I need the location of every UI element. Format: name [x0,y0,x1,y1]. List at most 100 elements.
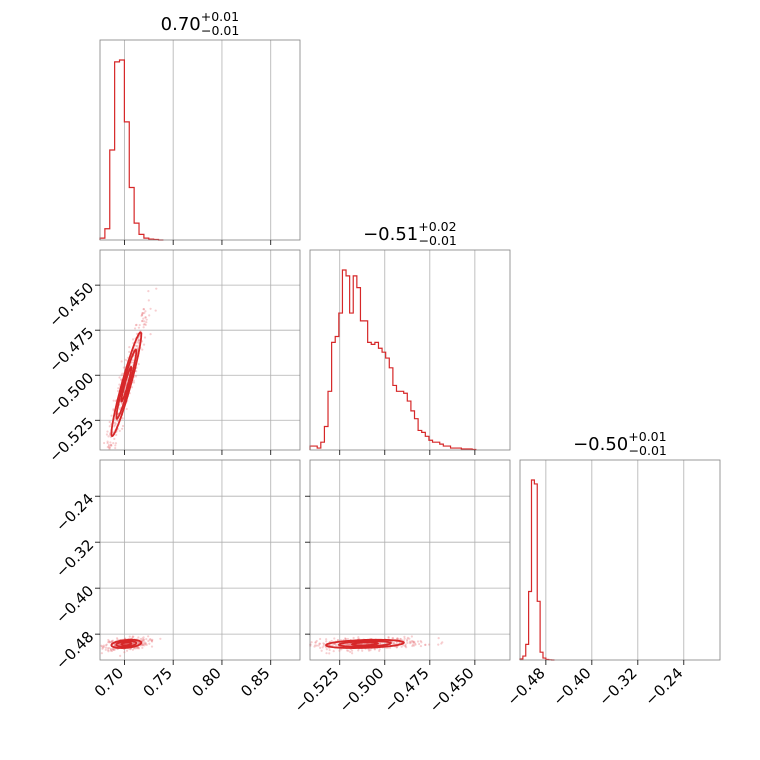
grid-lines [339,250,476,450]
x-tick-label: 0.80 [188,664,224,700]
contour-level-3 [110,331,143,438]
sample-point [412,641,415,644]
sample-point [402,644,405,647]
sample-point [150,639,153,642]
sample-point [333,637,336,640]
sample-point [144,310,147,313]
sample-point [340,648,343,651]
sample-point [142,326,145,329]
sample-point [150,640,154,643]
x-tick-label: −0.32 [595,664,640,709]
sample-point [351,652,354,655]
sample-point [123,651,126,654]
contour-param-1-vs-param-3-panel: 0.70 0.75 0.80 0.85 −0.48−0.40−0.32−0.24 [52,459,301,700]
sample-point [112,442,115,445]
sample-point [149,333,152,336]
x-tick-label: −0.40 [549,664,594,709]
sample-point [108,446,112,449]
sample-point [136,344,139,348]
sample-point [113,421,117,424]
sample-point [330,639,333,643]
sample-point [105,643,108,646]
sample-point [110,640,113,643]
sample-point [419,644,423,648]
sample-point [410,635,413,638]
sample-point [154,309,157,312]
sample-point [145,321,148,324]
sample-point [391,637,394,640]
sample-point [121,372,124,375]
sample-point [367,649,371,652]
y-tick-label: −0.48 [52,628,97,673]
sample-point [112,648,115,651]
sample-point [408,640,412,643]
param-2-title: −0.51+0.02 −0.01 [363,219,457,248]
sample-point [440,642,443,645]
sample-point [319,637,322,641]
sample-point [387,636,390,640]
sample-point [102,645,105,648]
sample-point [159,637,162,640]
x-tick-label: −0.500 [336,664,388,716]
sample-point [150,639,153,642]
sample-point [414,643,417,646]
sample-point [101,645,104,648]
sample-point [118,376,121,379]
sample-point [141,639,144,642]
sample-point [140,313,144,316]
sample-point [344,637,347,641]
sample-point [406,641,409,644]
sample-point [139,637,142,641]
sample-point [138,641,141,644]
sample-point [373,648,376,651]
panel-frame [99,39,301,241]
sample-point [110,641,113,644]
sample-point [147,639,150,643]
sample-point [332,649,335,653]
sample-point [116,419,119,422]
sample-point [317,644,320,647]
grid-lines [545,460,685,660]
sample-point [134,375,138,378]
sample-point [346,643,350,646]
histogram-step-line [519,479,555,661]
sample-point [102,441,106,445]
sample-point [125,407,128,411]
sample-point [142,308,146,311]
sample-point [131,359,134,362]
sample-point [143,322,146,326]
contour-param-2-vs-param-3-panel: −0.525−0.500−0.475−0.450 [291,459,511,716]
sample-point [137,339,140,342]
sample-point [392,637,395,640]
sample-point [142,642,145,645]
sample-point [347,643,350,646]
sample-point [314,641,317,644]
sample-point [108,446,111,449]
sample-point [133,327,137,330]
sample-point [130,386,134,389]
sample-point [110,649,114,653]
sample-point [141,643,145,646]
sample-point [325,648,328,651]
sample-point [144,323,147,327]
sample-point [338,649,341,652]
sample-point [101,647,104,650]
sample-point [392,641,395,644]
sample-point [142,343,146,346]
sample-point [142,640,145,643]
panel-frame [519,459,721,661]
sample-point [124,358,127,361]
sample-point [121,427,124,430]
sample-point [396,637,399,640]
sample-point [121,417,124,420]
sample-point [147,299,150,302]
histogram-param-2-panel [309,249,511,455]
sample-point [408,642,412,645]
sample-point [406,638,409,641]
sample-point [109,444,112,447]
sample-point [141,320,144,323]
sample-point [118,383,121,386]
grid-lines [100,460,300,660]
sample-point [116,638,119,641]
y-tick-label: −0.24 [52,490,97,535]
